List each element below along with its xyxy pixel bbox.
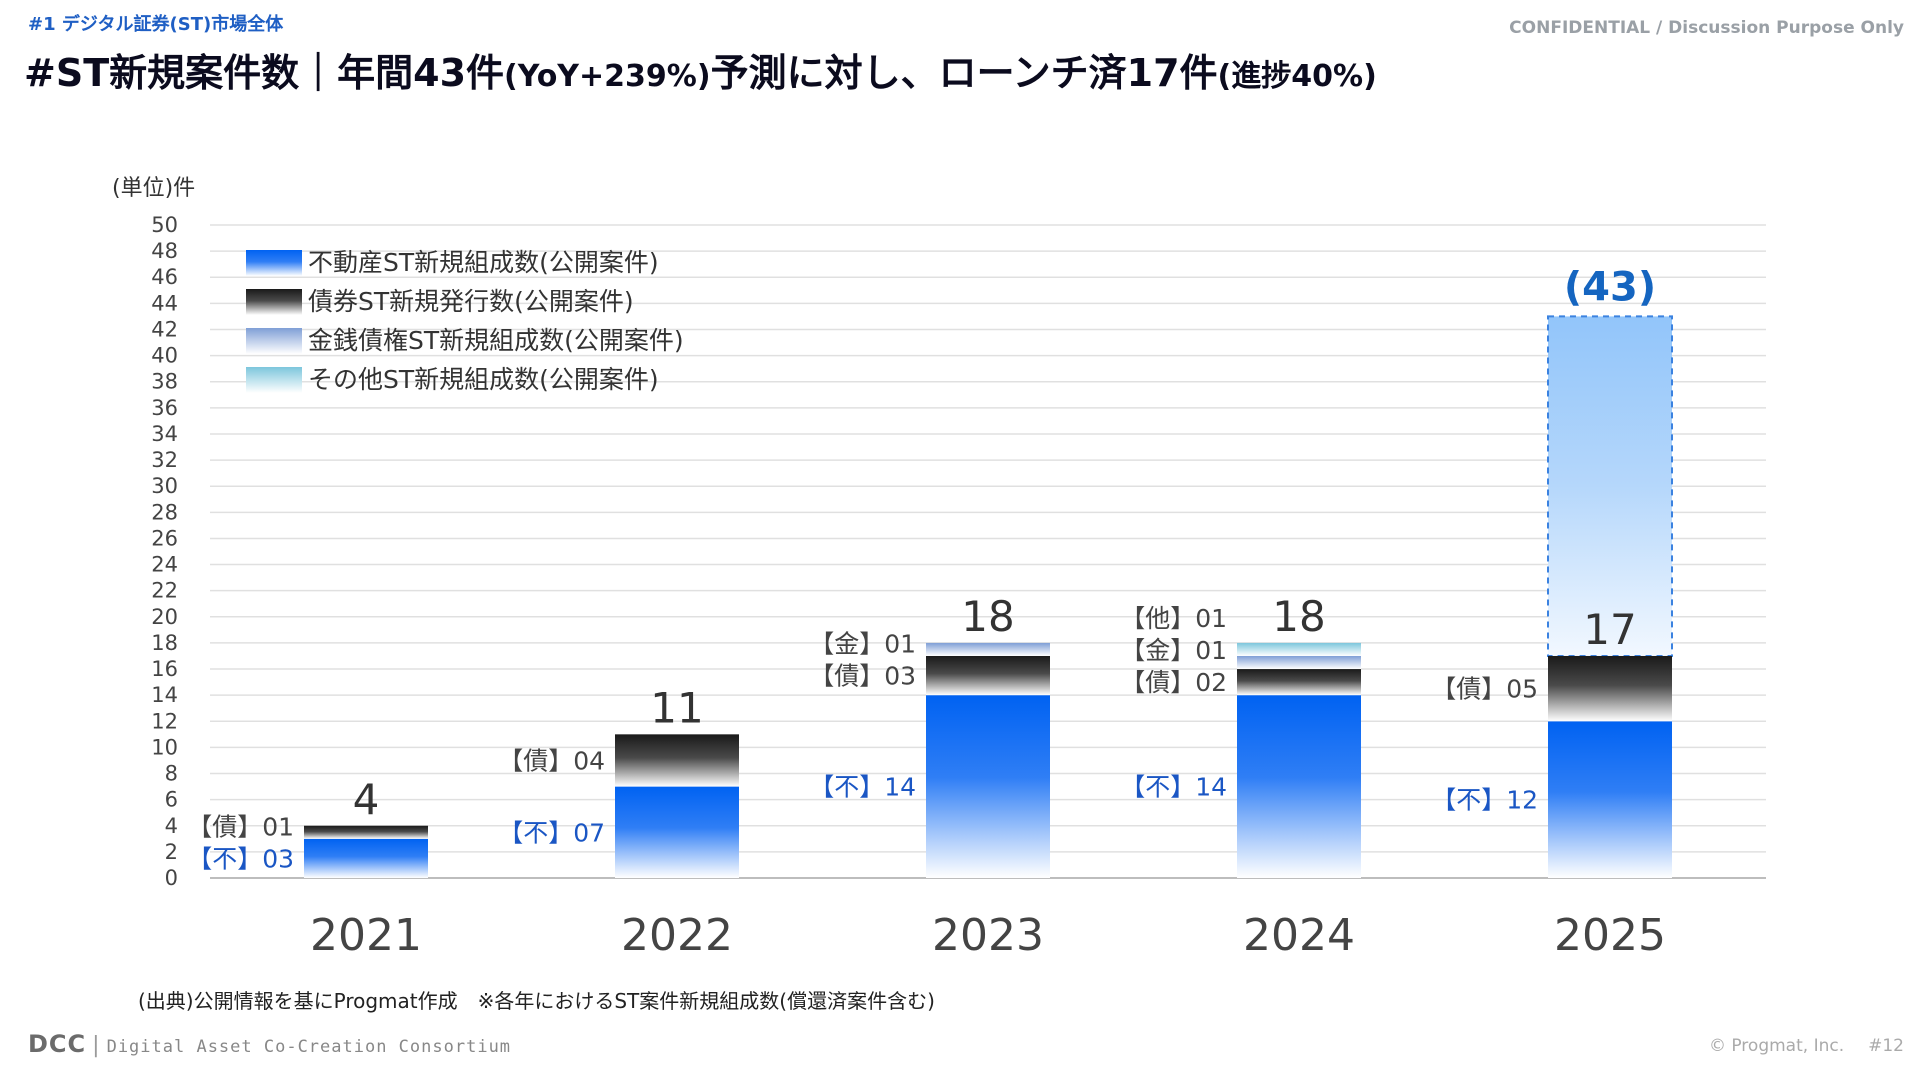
legend-swatch — [246, 367, 302, 393]
total-label: 18 — [1272, 592, 1325, 641]
y-tick-label: 40 — [151, 344, 178, 368]
forecast-layer: (43) — [1547, 264, 1673, 657]
y-tick-label: 26 — [151, 526, 178, 550]
y-tick-label: 2 — [165, 840, 178, 864]
x-tick-label: 2023 — [932, 910, 1044, 961]
y-tick-label: 20 — [151, 605, 178, 629]
y-tick-label: 24 — [151, 553, 178, 577]
legend-label: 不動産ST新規組成数(公開案件) — [308, 248, 659, 277]
bar-segment — [615, 786, 739, 878]
y-tick-label: 38 — [151, 370, 178, 394]
segment-label: 【不】07 — [498, 818, 605, 847]
bar-segment — [615, 734, 739, 787]
bar-segment — [304, 825, 428, 839]
x-axis-ticks: 2021 2022 2023 2024 2025 — [310, 910, 1666, 961]
segment-label: 【不】14 — [809, 773, 916, 802]
y-tick-label: 4 — [165, 814, 178, 838]
legend-swatch — [246, 250, 302, 276]
segment-label: 【不】14 — [1120, 773, 1227, 802]
page-number: #12 — [1868, 1036, 1904, 1056]
legend: 不動産ST新規組成数(公開案件) 債券ST新規発行数(公開案件) 金銭債権ST新規組… — [246, 248, 684, 394]
logo-divider: | — [92, 1033, 101, 1058]
y-tick-label: 22 — [151, 579, 178, 603]
segment-label: 【不】03 — [187, 844, 294, 873]
total-label: 11 — [650, 683, 703, 732]
segment-label: 【債】02 — [1120, 668, 1227, 697]
bars — [304, 642, 1672, 878]
title-yoy: (YoY+239%) — [504, 59, 711, 94]
segment-label: 【金】01 — [1120, 636, 1227, 665]
total-label: 18 — [961, 592, 1014, 641]
legend-label: その他ST新規組成数(公開案件) — [308, 365, 659, 394]
x-tick-label: 2024 — [1243, 910, 1355, 961]
bar-segment — [1548, 721, 1672, 878]
legend-label: 金銭債権ST新規組成数(公開案件) — [308, 326, 684, 355]
segment-label: 【不】12 — [1431, 786, 1538, 815]
x-tick-label: 2022 — [621, 910, 733, 961]
footer-right: © Progmat, Inc. #12 — [1685, 1036, 1904, 1056]
bar-segment — [926, 655, 1050, 696]
y-tick-label: 50 — [151, 213, 178, 237]
y-axis-ticks: 0246810121416182022242628303234363840424… — [151, 213, 178, 890]
y-tick-label: 12 — [151, 709, 178, 733]
y-tick-label: 44 — [151, 291, 178, 315]
title-mid: 予測に対し、ローンチ済17件 — [710, 51, 1218, 95]
confidential-label: CONFIDENTIAL / Discussion Purpose Only — [1509, 18, 1904, 38]
legend-swatch — [246, 328, 302, 354]
y-tick-label: 0 — [165, 866, 178, 890]
bar-segment — [1548, 655, 1672, 722]
y-tick-label: 10 — [151, 735, 178, 759]
y-tick-label: 32 — [151, 448, 178, 472]
y-tick-label: 16 — [151, 657, 178, 681]
bar-segment — [1237, 669, 1361, 696]
x-tick-label: 2021 — [310, 910, 422, 961]
copyright: © Progmat, Inc. — [1708, 1036, 1845, 1056]
forecast-label: (43) — [1564, 264, 1656, 310]
page-title: #ST新規案件数｜年間43件(YoY+239%)予測に対し、ローンチ済17件(進… — [24, 42, 1377, 97]
bar-segment — [1237, 655, 1361, 670]
y-tick-label: 36 — [151, 396, 178, 420]
bar-segment — [1237, 695, 1361, 878]
total-label: 17 — [1583, 605, 1636, 654]
bar-segment — [304, 838, 428, 878]
unit-label: (単位)件 — [112, 176, 196, 201]
segment-label: 【他】01 — [1120, 604, 1227, 633]
stacked-bar-chart: 0246810121416182022242628303234363840424… — [151, 213, 1766, 961]
title-main: #ST新規案件数｜年間43件 — [24, 51, 505, 95]
segment-label: 【債】05 — [1431, 675, 1538, 704]
y-tick-label: 48 — [151, 239, 178, 263]
y-tick-label: 46 — [151, 265, 178, 289]
segment-label: 【金】01 — [809, 630, 916, 659]
source-note: (出典)公開情報を基にProgmat作成 ※各年におけるST案件新規組成数(償還… — [138, 989, 935, 1013]
bar-segment — [926, 695, 1050, 878]
forecast-bar — [1547, 315, 1673, 657]
bar-segment — [1237, 642, 1361, 656]
total-label: 4 — [353, 775, 380, 824]
y-tick-label: 30 — [151, 474, 178, 498]
y-tick-label: 42 — [151, 317, 178, 341]
y-tick-label: 14 — [151, 683, 178, 707]
y-tick-label: 28 — [151, 500, 178, 524]
segment-label: 【債】01 — [187, 812, 294, 841]
dcc-logo: DCC — [28, 1030, 87, 1058]
bar-segment — [926, 642, 1050, 656]
data-labels: 4 【不】03 【債】01 11 【不】07 【債】04 18 【不】14 【債】03 【金】01… — [187, 592, 1637, 873]
legend-label: 債券ST新規発行数(公開案件) — [308, 287, 634, 316]
y-tick-label: 8 — [165, 762, 178, 786]
legend-swatch — [246, 289, 302, 315]
consortium-name: Digital Asset Co-Creation Consortium — [106, 1037, 512, 1057]
segment-label: 【債】04 — [498, 746, 605, 775]
footer-logo: DCC | Digital Asset Co-Creation Consortium — [28, 1030, 511, 1058]
y-tick-label: 6 — [165, 788, 178, 812]
y-tick-label: 18 — [151, 631, 178, 655]
segment-label: 【債】03 — [809, 662, 916, 691]
x-tick-label: 2025 — [1554, 910, 1666, 961]
title-progress: (進捗40%) — [1217, 59, 1377, 94]
section-tag: #1 デジタル証券(ST)市場全体 — [28, 14, 284, 35]
y-tick-label: 34 — [151, 422, 178, 446]
